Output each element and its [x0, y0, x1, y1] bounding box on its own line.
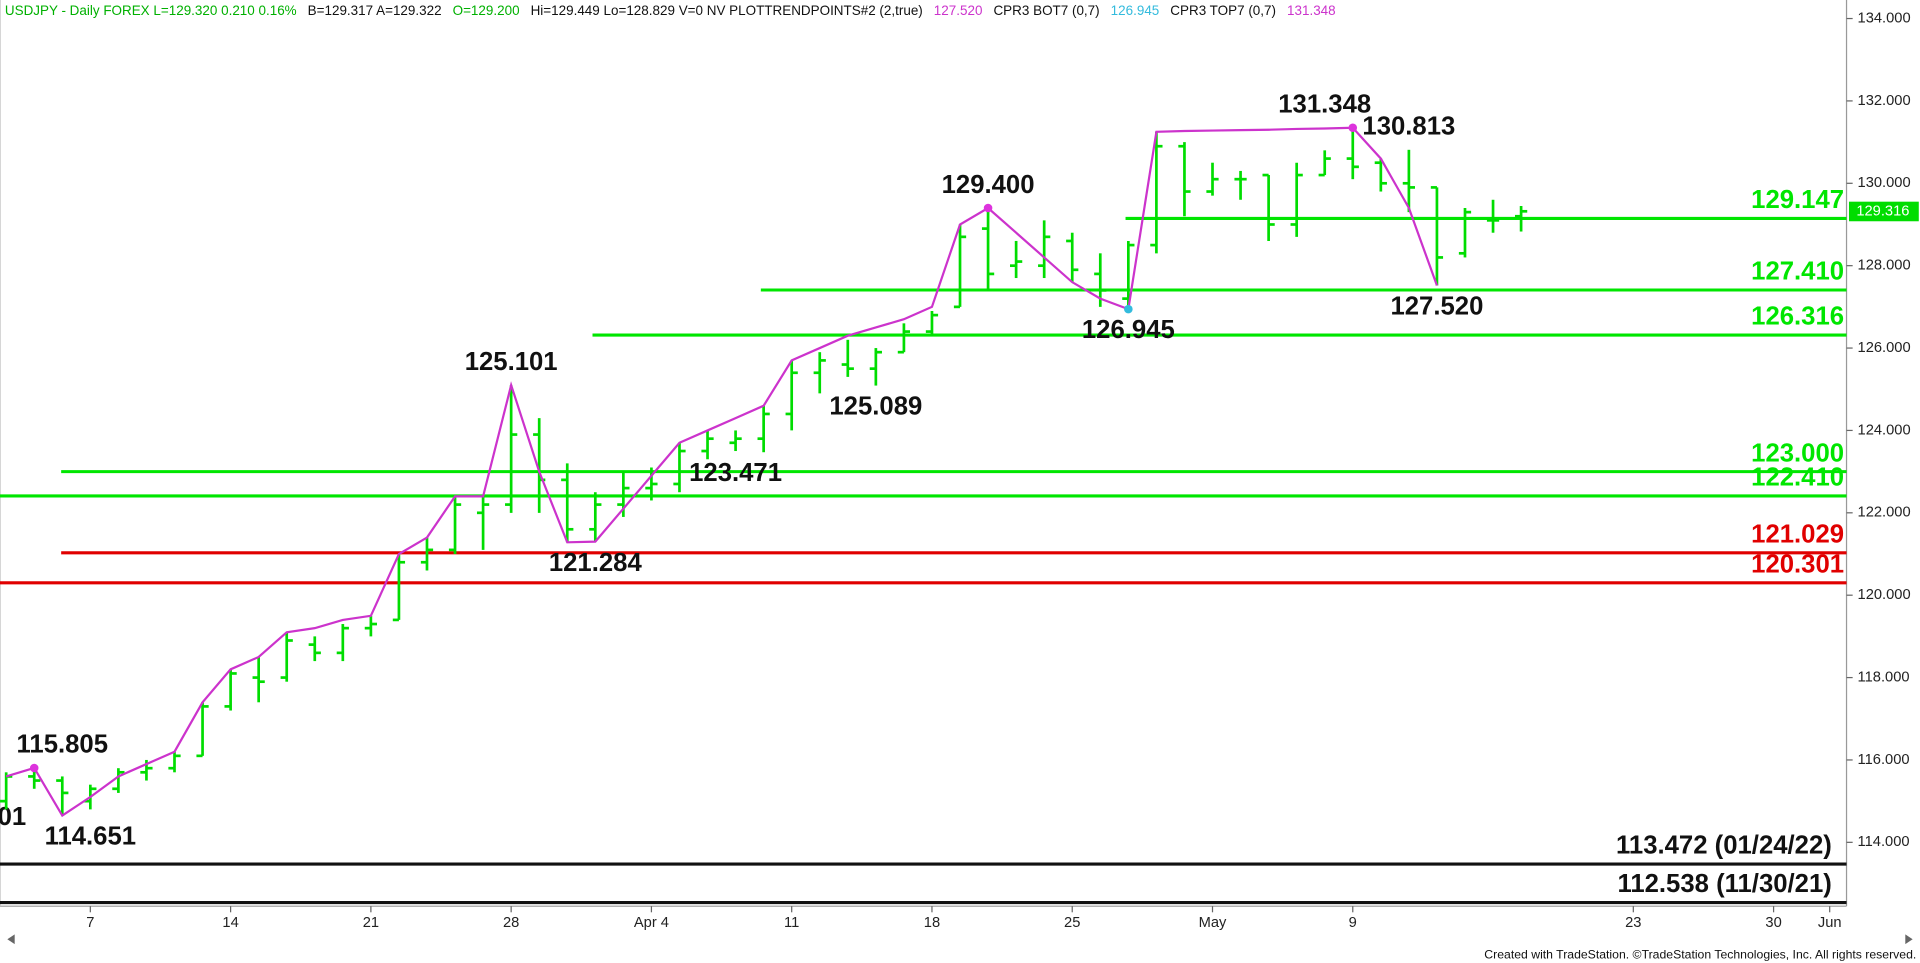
y-tick-label: 116.000 — [1858, 752, 1910, 768]
x-tick-label: 11 — [784, 915, 799, 931]
level-label: 120.301 — [1751, 550, 1844, 578]
level-label: 113.472 (01/24/22) — [1616, 832, 1832, 860]
price-annotation: 125.089 — [829, 392, 922, 420]
y-tick-label: 120.000 — [1858, 587, 1911, 603]
x-tick-label: 23 — [1625, 915, 1641, 931]
header-segment: B=129.317 A=129.322 — [308, 3, 442, 18]
price-annotation: 129.400 — [942, 171, 1035, 199]
y-tick-label: 126.000 — [1858, 340, 1911, 356]
level-label: 122.410 — [1751, 464, 1844, 492]
y-tick-label: 128.000 — [1858, 258, 1911, 274]
x-tick-label: 28 — [503, 915, 519, 931]
level-label: 126.316 — [1751, 303, 1844, 331]
x-tick-label: 21 — [363, 915, 379, 931]
status-header: USDJPY - Daily FOREX L=129.320 0.210 0.1… — [5, 3, 1336, 18]
edge-label: 01 — [0, 803, 26, 831]
scroll-right[interactable] — [1905, 934, 1913, 945]
y-tick-label: 124.000 — [1858, 422, 1911, 438]
pivot-point — [1348, 123, 1358, 133]
pivot-point — [29, 763, 39, 773]
x-tick-label: Apr 4 — [634, 915, 669, 931]
x-tick-label: Jun — [1818, 915, 1842, 931]
trend-line — [5, 126, 1438, 818]
y-tick-label: 130.000 — [1858, 175, 1911, 191]
y-tick-label: 114.000 — [1858, 834, 1910, 850]
price-annotation: 130.813 — [1362, 113, 1455, 141]
y-tick-label: 122.000 — [1858, 505, 1911, 521]
price-annotation: 121.284 — [549, 549, 643, 577]
y-tick-label: 134.000 — [1858, 10, 1911, 26]
header-segment: Hi=129.449 Lo=128.829 V=0 NV PLOTTRENDPO… — [531, 3, 923, 18]
header-segment: 126.945 — [1111, 3, 1160, 18]
price-annotation: 126.945 — [1082, 316, 1175, 344]
price-annotation: 127.520 — [1390, 292, 1483, 320]
x-tick-label: 30 — [1765, 915, 1781, 931]
x-tick-label: 25 — [1064, 915, 1080, 931]
pivot-point — [983, 203, 993, 213]
price-annotation: 114.651 — [45, 822, 136, 850]
header-segment: CPR3 BOT7 (0,7) — [993, 3, 1099, 18]
header-segment: 131.348 — [1287, 3, 1336, 18]
x-tick-label: 18 — [924, 915, 940, 931]
x-tick-label: 7 — [86, 915, 94, 931]
footer: Created with TradeStation. ©TradeStation… — [1484, 947, 1916, 961]
header-segment: 127.520 — [934, 3, 983, 18]
price-annotation: 131.348 — [1278, 91, 1371, 119]
price-annotation: 125.101 — [465, 348, 558, 376]
level-label: 127.410 — [1751, 258, 1844, 286]
level-label: 112.538 (11/30/21) — [1617, 870, 1831, 898]
last-price-tag — [1848, 201, 1919, 222]
x-tick-label: 14 — [222, 915, 238, 931]
scroll-left[interactable] — [7, 934, 15, 945]
y-tick-label: 118.000 — [1858, 669, 1910, 685]
last-price-label: 129.316 — [1856, 203, 1909, 219]
level-label: 121.029 — [1751, 520, 1844, 548]
level-label: 129.147 — [1751, 186, 1844, 214]
header-segment: USDJPY - Daily FOREX L=129.320 0.210 0.1… — [5, 3, 297, 18]
price-annotation: 115.805 — [17, 731, 108, 759]
level-label: 123.000 — [1751, 439, 1844, 467]
y-tick-label: 132.000 — [1858, 93, 1911, 109]
x-tick-label: 9 — [1349, 915, 1357, 931]
x-tick-label: May — [1199, 915, 1227, 931]
header-segment: O=129.200 — [453, 3, 520, 18]
header-segment: CPR3 TOP7 (0,7) — [1170, 3, 1276, 18]
price-annotation: 123.471 — [689, 459, 782, 487]
pivot-point — [1124, 304, 1133, 314]
